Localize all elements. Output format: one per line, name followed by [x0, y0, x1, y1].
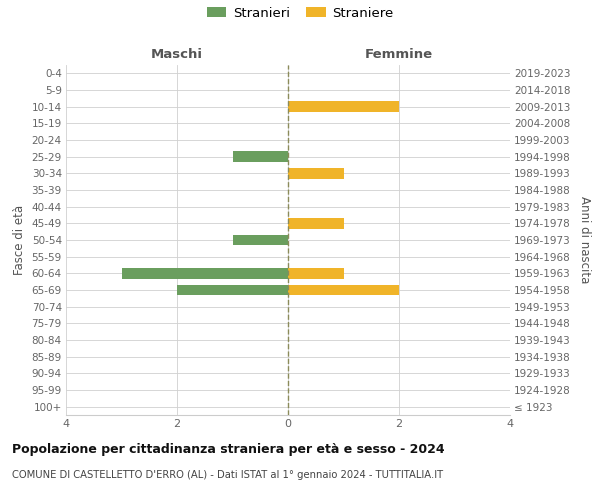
Legend: Stranieri, Straniere: Stranieri, Straniere	[206, 6, 394, 20]
Bar	[121, 268, 288, 279]
Bar	[233, 151, 288, 162]
Bar	[288, 101, 399, 112]
Bar	[177, 284, 288, 296]
Text: Maschi: Maschi	[151, 48, 203, 62]
Bar	[233, 234, 288, 246]
Y-axis label: Fasce di età: Fasce di età	[13, 205, 26, 275]
Bar	[288, 284, 399, 296]
Bar	[288, 268, 343, 279]
Text: Popolazione per cittadinanza straniera per età e sesso - 2024: Popolazione per cittadinanza straniera p…	[12, 442, 445, 456]
Text: COMUNE DI CASTELLETTO D'ERRO (AL) - Dati ISTAT al 1° gennaio 2024 - TUTTITALIA.I: COMUNE DI CASTELLETTO D'ERRO (AL) - Dati…	[12, 470, 443, 480]
Bar	[288, 168, 343, 179]
Text: Femmine: Femmine	[365, 48, 433, 62]
Bar	[288, 218, 343, 229]
Y-axis label: Anni di nascita: Anni di nascita	[578, 196, 591, 284]
